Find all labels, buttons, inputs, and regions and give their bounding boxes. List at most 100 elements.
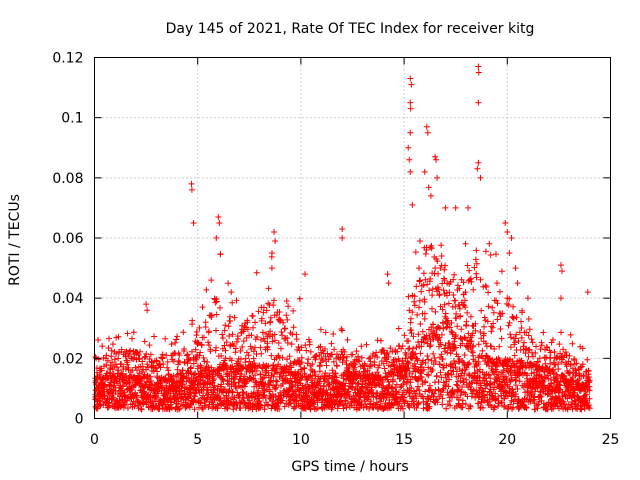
data-point [522, 362, 529, 369]
data-point [319, 357, 326, 364]
data-point [415, 331, 422, 338]
data-point [361, 398, 368, 405]
data-point [214, 392, 221, 399]
data-point [410, 345, 417, 352]
data-point [441, 301, 448, 308]
data-point [232, 345, 239, 352]
data-point [547, 360, 554, 367]
data-point [334, 351, 341, 358]
data-point [393, 381, 400, 388]
data-point [278, 345, 285, 352]
data-point [240, 389, 247, 396]
data-point-peak [557, 262, 564, 269]
data-point [111, 356, 118, 363]
data-points [92, 63, 593, 413]
data-point [218, 381, 225, 388]
data-point-peak [434, 174, 441, 181]
data-point [441, 345, 448, 352]
data-point [540, 378, 547, 385]
x-tick-label: 0 [90, 432, 99, 448]
y-tick-label: 0.04 [52, 291, 83, 307]
data-point [420, 357, 426, 364]
data-point [152, 364, 159, 371]
data-point [535, 401, 542, 408]
data-point [474, 367, 481, 374]
data-point [256, 398, 263, 405]
data-point [466, 267, 473, 274]
data-point [265, 369, 272, 376]
data-point [326, 381, 333, 388]
data-point [448, 371, 455, 378]
data-point [361, 362, 368, 369]
data-point [213, 298, 220, 305]
data-point [329, 404, 336, 411]
data-point [485, 372, 492, 379]
data-point [114, 364, 121, 371]
data-point [411, 398, 418, 405]
data-point [239, 343, 246, 350]
data-point [469, 379, 476, 386]
data-point [146, 342, 153, 349]
data-point [250, 348, 257, 355]
data-point [305, 356, 312, 363]
data-point [501, 402, 508, 409]
data-point-peak [584, 289, 591, 296]
data-point [175, 357, 182, 364]
data-point [515, 396, 522, 403]
data-point [525, 332, 532, 339]
data-point [527, 376, 534, 383]
data-point [449, 329, 456, 336]
data-point [503, 389, 510, 396]
data-point [205, 328, 212, 335]
data-point [233, 371, 240, 378]
data-point [556, 341, 563, 348]
data-point [567, 361, 574, 368]
data-point [457, 392, 464, 399]
data-point [380, 360, 387, 367]
data-point [286, 400, 293, 407]
y-tick-label: 0 [75, 412, 84, 428]
data-point [148, 359, 155, 366]
data-point [296, 295, 303, 302]
data-point [358, 343, 365, 350]
data-point [506, 319, 513, 326]
data-point [237, 405, 244, 412]
data-point [457, 312, 464, 319]
data-point [512, 335, 519, 342]
data-point [144, 364, 151, 371]
data-point [120, 383, 127, 390]
data-point [223, 339, 230, 346]
data-point [414, 383, 421, 390]
data-point [352, 361, 359, 368]
data-point [438, 351, 445, 358]
data-point [229, 388, 236, 395]
data-point [374, 369, 381, 376]
data-point [207, 348, 214, 355]
data-point [382, 355, 389, 362]
data-point [322, 353, 329, 360]
y-tick-label: 0.1 [61, 111, 83, 127]
data-point [141, 338, 148, 345]
data-point [507, 401, 514, 408]
data-point [294, 356, 301, 363]
data-point [479, 404, 486, 411]
data-point-peak [452, 204, 459, 211]
data-point [351, 364, 358, 371]
data-point [127, 347, 134, 354]
data-point [494, 362, 501, 369]
data-point [373, 349, 380, 356]
data-point-peak [508, 235, 515, 241]
data-point [444, 317, 451, 324]
data-point [452, 332, 459, 339]
data-point [211, 375, 218, 382]
data-point [387, 345, 394, 352]
data-point [187, 365, 194, 372]
data-point [498, 268, 505, 275]
data-point [180, 329, 187, 336]
data-point [106, 335, 113, 342]
data-point [253, 367, 260, 374]
data-point [227, 317, 234, 324]
data-point [366, 405, 373, 412]
data-point [454, 282, 461, 289]
data-point [137, 348, 144, 355]
